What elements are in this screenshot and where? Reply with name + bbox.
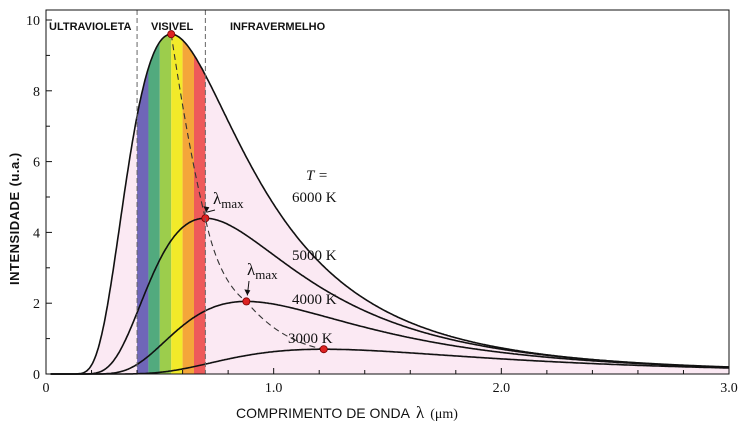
peak-locus-line [170, 34, 324, 350]
labels-layer: ULTRAVIOLETA VISIVEL INFRAVERMELHO COMPRIME… [7, 21, 458, 422]
lambda-max-label: λmax [213, 189, 244, 211]
series-label: 5000 K [292, 248, 337, 264]
y-tick-label: 2 [33, 297, 40, 312]
arrow-head [244, 289, 251, 296]
region-label: INFRAVERMELHO [230, 21, 326, 33]
series-line [50, 217, 730, 375]
series-line [50, 348, 729, 375]
arrow-head [203, 206, 210, 213]
area-under-curve-layer [50, 34, 729, 374]
x-tick-label: 0 [43, 381, 50, 396]
peak-point [319, 345, 328, 354]
region-dividers [136, 10, 206, 374]
y-tick-label: 8 [33, 85, 40, 100]
axes: 0 2 4 6 8 10 0 1.0 2.0 3.0 [26, 9, 738, 396]
spectrum-band [159, 34, 172, 374]
spectrum-band [171, 34, 183, 374]
x-tick-label: 2.0 [493, 381, 511, 396]
peak-point [167, 30, 176, 39]
region-label: ULTRAVIOLETA [49, 21, 132, 33]
y-tick-label: 4 [33, 226, 40, 241]
peak-point [242, 297, 251, 306]
spectrum-band [137, 67, 149, 375]
lambda-max-arrow [206, 209, 216, 213]
series-line [50, 300, 730, 375]
y-tick-label: 10 [26, 14, 40, 29]
region-label: VISIVEL [151, 21, 193, 33]
lambda-max-label: λmax [247, 260, 278, 282]
visible-spectrum-bands [137, 34, 206, 375]
x-tick-label: 1.0 [265, 381, 283, 396]
x-tick-label: 3.0 [720, 381, 738, 396]
spectrum-band [194, 55, 206, 374]
area-fill [50, 34, 729, 374]
series-label: 6000 K [292, 190, 337, 206]
y-tick-label: 0 [33, 368, 40, 383]
temperature-label: T = [306, 168, 328, 184]
y-axis-title: INTENSIDADE(u.a.) [7, 152, 22, 285]
spectrum-band [148, 41, 160, 375]
series-label: 4000 K [292, 292, 337, 308]
plot-frame [45, 9, 730, 375]
y-tick-label: 6 [33, 156, 40, 171]
series-label: 3000 K [288, 331, 333, 347]
x-axis-title: COMPRIMENTO DE ONDA λ (μm) [236, 403, 458, 422]
